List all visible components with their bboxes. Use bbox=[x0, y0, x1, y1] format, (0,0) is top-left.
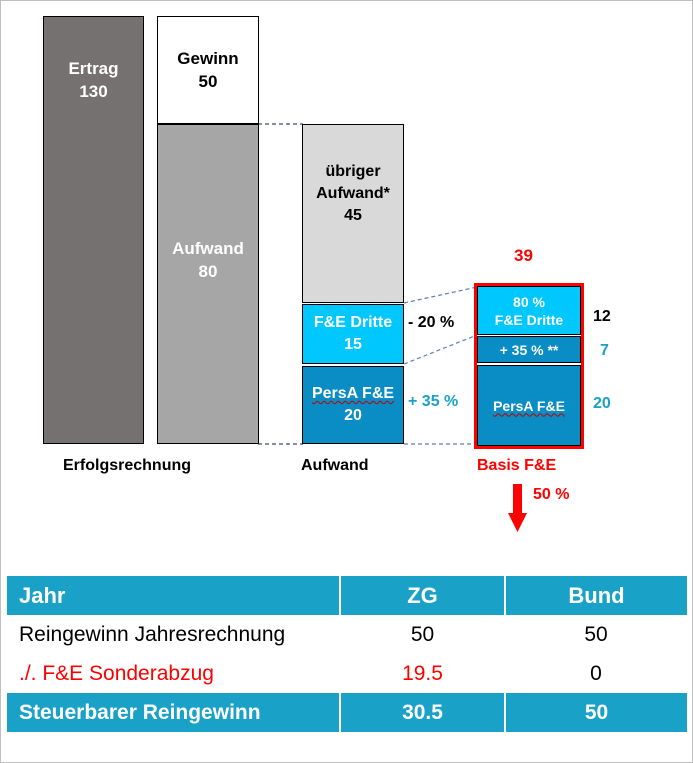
row-bund: 50 bbox=[584, 622, 608, 646]
uebriger-aufwand-box: übriger Aufwand* 45 bbox=[302, 124, 404, 303]
gewinn-box: Gewinn 50 bbox=[157, 16, 259, 124]
basis-fe-dritte-box: 80 % F&E Dritte bbox=[477, 286, 581, 335]
row-zg: 19.5 bbox=[402, 661, 443, 685]
table-row: Reingewinn Jahresrechnung 50 50 bbox=[7, 615, 687, 654]
label-erfolgsrechnung: Erfolgsrechnung bbox=[63, 457, 192, 474]
row-label: Reingewinn Jahresrechnung bbox=[19, 622, 286, 646]
fe-dritte-box: F&E Dritte 15 bbox=[302, 304, 404, 364]
table-row: ./. F&E Sonderabzug 19.5 0 bbox=[7, 654, 687, 693]
persa-value: 20 bbox=[344, 407, 362, 424]
ertrag-bar: Ertrag 130 bbox=[43, 16, 144, 444]
basis-bottom-label: PersA F&E bbox=[493, 395, 565, 417]
uebriger-value: 45 bbox=[344, 207, 362, 224]
uebriger-line2: Aufwand* bbox=[316, 185, 390, 202]
gewinn-value: 50 bbox=[198, 72, 218, 91]
total-label: Steuerbarer Reingewinn bbox=[7, 693, 340, 732]
basis-mid-label: + 35 % ** bbox=[499, 341, 559, 358]
basis-mid-value: 7 bbox=[600, 342, 609, 359]
label-percent: 50 % bbox=[533, 486, 570, 503]
persa-label: PersA F&E bbox=[312, 383, 394, 405]
label-aufwand: Aufwand bbox=[301, 457, 369, 474]
fe-dritte-value: 15 bbox=[344, 336, 362, 353]
table-total-row: Steuerbarer Reingewinn 30.5 50 bbox=[7, 693, 687, 732]
row-bund: 0 bbox=[590, 661, 602, 685]
label-basis: Basis F&E bbox=[477, 457, 557, 474]
persa-box: PersA F&E 20 bbox=[302, 366, 404, 444]
table-header-row: Jahr ZG Bund bbox=[7, 576, 687, 615]
aufwand-bar: Aufwand 80 bbox=[157, 124, 259, 444]
basis-top-value: 12 bbox=[593, 308, 611, 325]
persa-label-text: PersA F&E bbox=[311, 385, 395, 402]
gewinn-label: Gewinn bbox=[177, 49, 239, 68]
basis-top-line1: 80 % bbox=[513, 293, 545, 310]
ertrag-label: Ertrag bbox=[68, 59, 119, 78]
tax-table: Jahr ZG Bund Reingewinn Jahresrechnung 5… bbox=[7, 576, 687, 732]
basis-outline bbox=[474, 283, 584, 449]
aufwand-label: Aufwand bbox=[172, 239, 244, 258]
row-label: ./. F&E Sonderabzug bbox=[19, 661, 214, 685]
total-bund: 50 bbox=[504, 693, 687, 732]
basis-persa-box: PersA F&E bbox=[477, 365, 581, 446]
header-bund: Bund bbox=[504, 576, 687, 615]
basis-plus35-box: + 35 % ** bbox=[477, 336, 581, 363]
header-zg: ZG bbox=[339, 576, 505, 615]
basis-bottom-value: 20 bbox=[593, 395, 611, 412]
basis-top-line2: F&E Dritte bbox=[494, 311, 564, 328]
ertrag-value: 130 bbox=[79, 82, 108, 101]
row-zg: 50 bbox=[410, 622, 435, 646]
header-jahr: Jahr bbox=[7, 576, 340, 615]
uebriger-line1: übriger bbox=[325, 163, 381, 180]
basis-total: 39 bbox=[514, 246, 533, 265]
total-zg: 30.5 bbox=[339, 693, 505, 732]
fe-dritte-adjust: - 20 % bbox=[408, 314, 455, 331]
fe-dritte-label: F&E Dritte bbox=[313, 314, 393, 331]
persa-adjust: + 35 % bbox=[408, 393, 459, 410]
basis-bottom-label-text: PersA F&E bbox=[493, 397, 565, 414]
aufwand-value: 80 bbox=[198, 262, 218, 281]
